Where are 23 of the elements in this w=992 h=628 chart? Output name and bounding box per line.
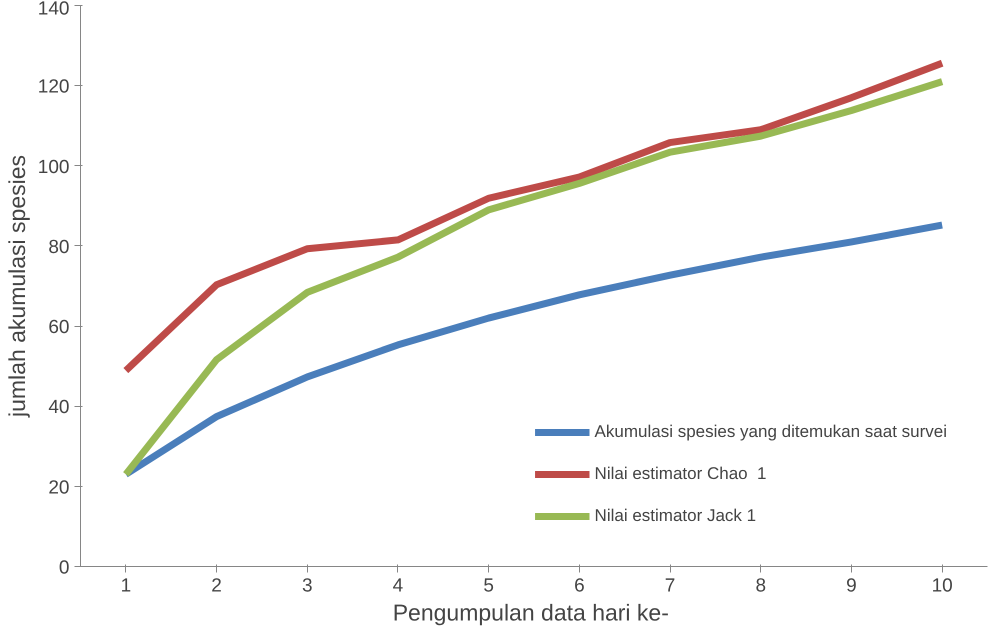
x-tick-label: 8 <box>755 576 766 596</box>
legend-label: Nilai estimator Chao 1 <box>594 464 767 484</box>
x-tick-label: 3 <box>302 576 313 596</box>
x-tick-label: 4 <box>392 576 404 596</box>
y-tick-label: 0 <box>58 558 70 578</box>
y-tick-label: 60 <box>48 317 70 338</box>
x-axis-title: Pengumpulan data hari ke- <box>392 600 669 626</box>
x-tick-label: 9 <box>846 576 857 596</box>
x-tick-label: 5 <box>483 576 494 596</box>
y-tick-label: 20 <box>48 477 70 498</box>
y-tick-label: 100 <box>38 156 70 178</box>
y-axis-title: jumlah akumulasi spesies <box>4 154 30 418</box>
y-tick-label: 120 <box>38 76 70 98</box>
legend-label: Akumulasi spesies yang ditemukan saat survei <box>594 422 947 442</box>
y-tick-label: 40 <box>48 397 70 418</box>
x-tick-label: 6 <box>574 576 585 596</box>
x-tick-label: 1 <box>120 576 132 596</box>
x-tick-label: 7 <box>664 576 676 596</box>
y-tick-label: 140 <box>38 0 70 20</box>
legend-label: Nilai estimator Jack 1 <box>594 506 756 526</box>
y-tick-label: 80 <box>48 236 70 258</box>
x-tick-label: 10 <box>932 576 953 596</box>
x-tick-label: 2 <box>211 576 222 596</box>
